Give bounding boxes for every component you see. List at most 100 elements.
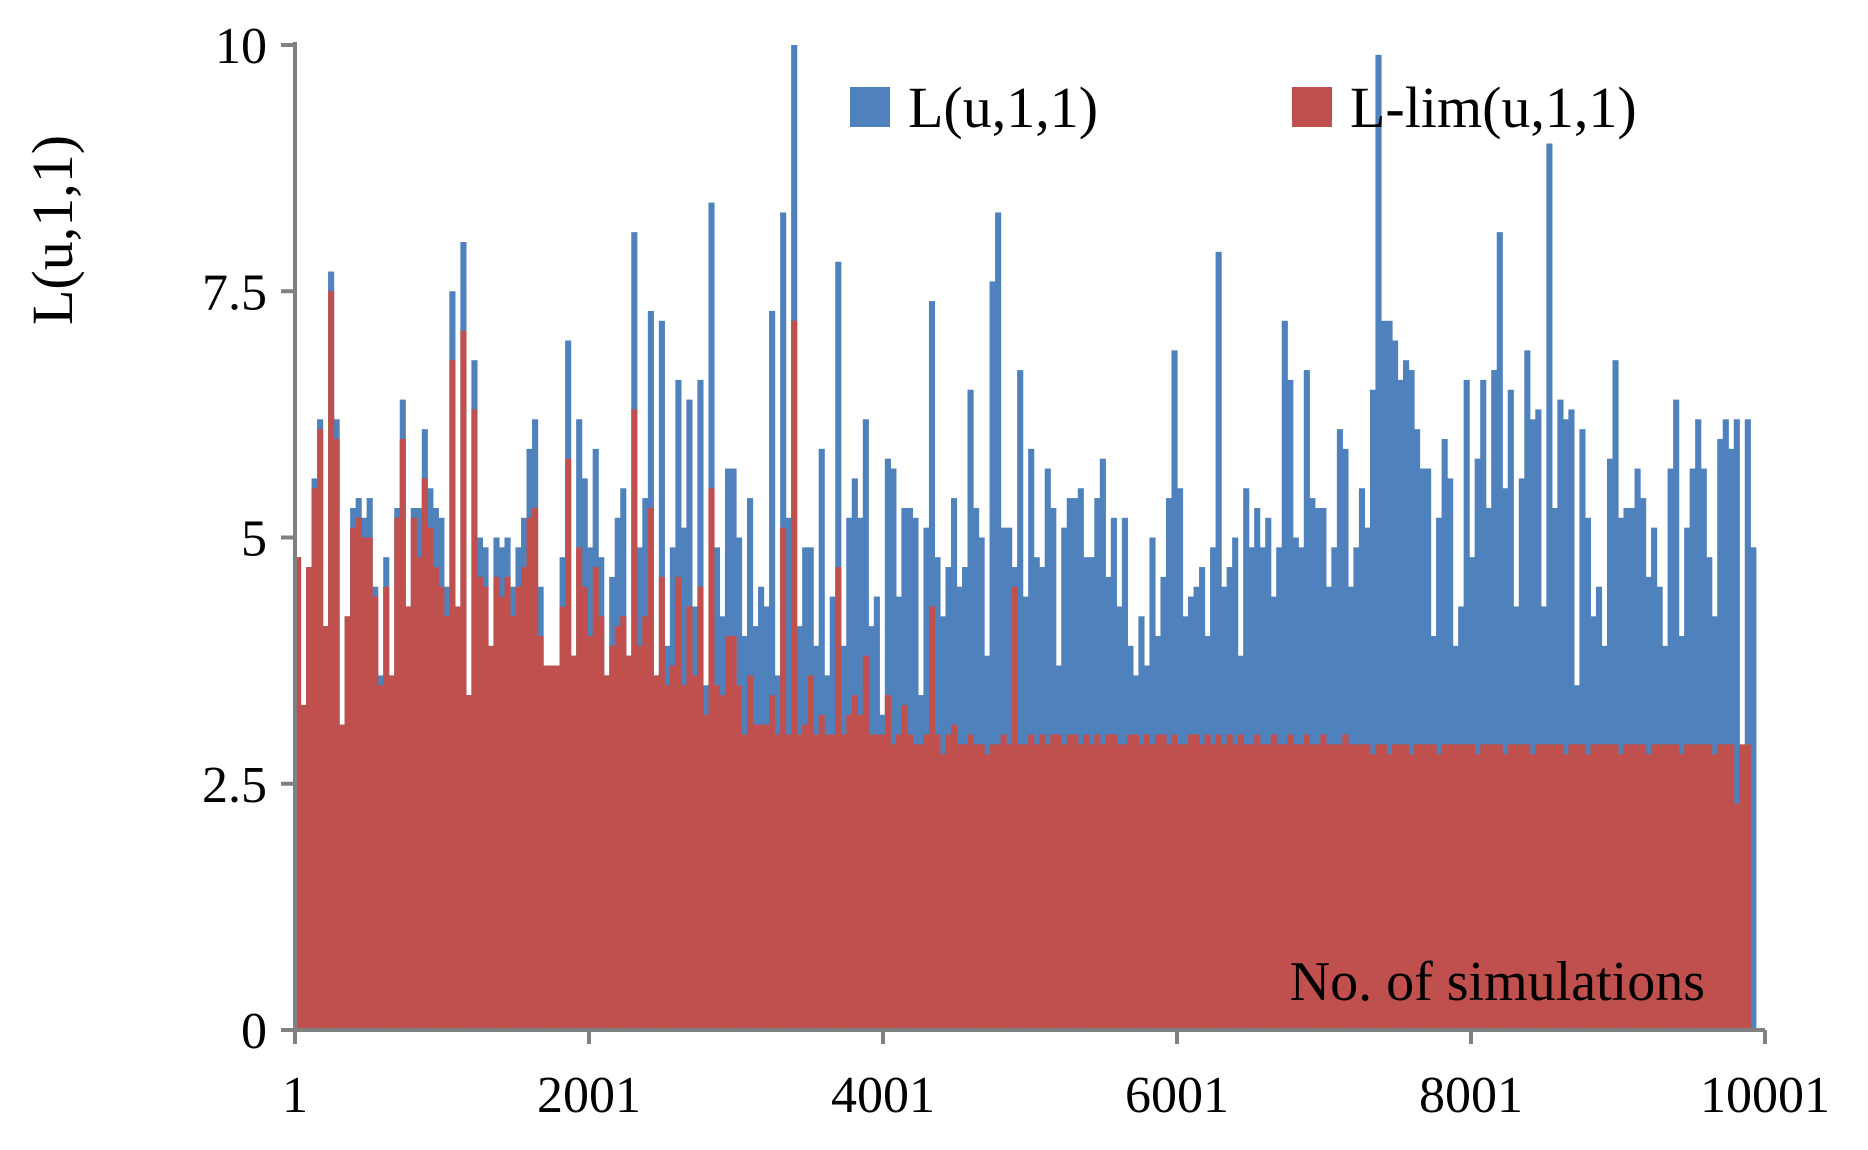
bar-l-lim: [1645, 754, 1652, 1030]
bar-l-lim: [1695, 744, 1702, 1030]
bar-l-lim: [1667, 744, 1674, 1030]
bar-l-lim: [1364, 744, 1371, 1030]
bar-l-lim: [509, 616, 517, 1030]
bar-l-lim: [1673, 744, 1680, 1030]
bar-l-lim: [559, 606, 566, 1030]
bar-l-lim: [917, 744, 925, 1030]
bar-l-lim: [642, 616, 649, 1030]
bar-l: [1414, 429, 1421, 1030]
bar-l-lim: [1055, 734, 1062, 1030]
bar-l-lim: [1072, 734, 1079, 1030]
bar-l-lim: [1436, 754, 1443, 1030]
bar-l: [1717, 439, 1724, 1030]
bar-l-lim: [333, 439, 340, 1030]
bar-l-lim: [962, 744, 969, 1030]
bar-l-lim: [487, 645, 495, 1030]
bar-l-lim: [614, 626, 621, 1030]
bar-l-lim: [1254, 734, 1261, 1030]
bar-l-lim: [1292, 744, 1299, 1030]
bar-l: [1728, 448, 1735, 1031]
bar-l-lim: [680, 685, 687, 1030]
bar-l-lim: [1160, 734, 1167, 1030]
bar-l-lim: [300, 704, 307, 1030]
bar-l: [1369, 389, 1377, 1030]
bar-l: [1474, 458, 1481, 1030]
bar-l-lim: [934, 734, 941, 1030]
bar-l-lim: [862, 655, 869, 1030]
bar-l-lim: [1265, 744, 1272, 1030]
bar-l: [1535, 409, 1542, 1030]
bar-l-lim: [1513, 744, 1520, 1030]
bar-l-lim: [890, 744, 897, 1030]
bar-l-lim: [1744, 744, 1751, 1030]
bar-l-lim: [1309, 744, 1316, 1030]
bar-l-lim: [1546, 744, 1553, 1030]
bar-l-lim: [399, 439, 406, 1030]
bar-l-lim: [1110, 734, 1117, 1030]
bar-l-lim: [1347, 744, 1354, 1030]
bar-l-lim: [1689, 744, 1696, 1030]
x-tick-label: 6001: [1125, 1067, 1229, 1124]
bar-l-lim: [1033, 744, 1040, 1030]
bar-l: [1524, 350, 1531, 1031]
bar-l: [1375, 54, 1382, 1031]
bar-l-lim: [504, 576, 511, 1030]
y-tick-label: 2.5: [202, 757, 267, 814]
bar-l-lim: [1629, 744, 1636, 1030]
bar-l-lim: [587, 636, 594, 1030]
bar-l-lim: [1066, 734, 1073, 1030]
bar-l: [1546, 143, 1553, 1030]
bar-l: [1673, 399, 1680, 1031]
bar-l-lim: [625, 655, 632, 1030]
bar-l-lim: [322, 626, 329, 1030]
bar-l-lim: [1419, 744, 1426, 1030]
bar-l: [1336, 429, 1343, 1030]
bar-l: [1281, 320, 1288, 1030]
bar-l-lim: [526, 517, 533, 1030]
bar-l-lim: [306, 567, 313, 1030]
bar-l-lim: [1017, 744, 1024, 1030]
bar-l-lim: [824, 734, 831, 1030]
bar-l-lim: [1375, 744, 1382, 1030]
bar-l-lim: [1584, 754, 1592, 1030]
bar-l-lim: [1590, 744, 1597, 1030]
bar-l-lim: [1573, 744, 1581, 1030]
bar-l-lim: [421, 478, 428, 1030]
legend-swatch-l: [850, 87, 890, 127]
bar-l-lim: [669, 665, 676, 1030]
bar-l-lim: [1215, 734, 1222, 1030]
bar-l-lim: [1083, 734, 1090, 1030]
bar-l-lim: [603, 675, 610, 1030]
y-tick-label: 5: [241, 511, 267, 568]
bar-l-lim: [570, 655, 577, 1030]
bar-l-lim: [1199, 744, 1206, 1030]
bar-l-lim: [1303, 734, 1310, 1030]
bar-l-lim: [1248, 744, 1255, 1030]
bar-l-lim: [653, 675, 660, 1030]
bar-l-lim: [1684, 744, 1691, 1030]
bar-l-lim: [1325, 744, 1332, 1030]
bar-l-lim: [675, 576, 682, 1030]
legend: L(u,1,1) L-lim(u,1,1): [850, 75, 1637, 140]
bar-l-lim: [1507, 744, 1514, 1030]
bar-l: [989, 281, 996, 1030]
x-tick-label: 4001: [831, 1067, 935, 1124]
bar-l-lim: [1579, 744, 1586, 1030]
bar-l-lim: [873, 734, 880, 1030]
bar-l-lim: [1221, 744, 1228, 1030]
bar-l-lim: [752, 724, 759, 1030]
bar-l-lim: [1717, 744, 1724, 1030]
bar-l: [1441, 439, 1448, 1030]
bar-l-lim: [967, 734, 974, 1030]
bar-l-lim: [1336, 744, 1343, 1030]
bar-l-lim: [548, 665, 555, 1030]
bar-l-lim: [361, 537, 368, 1030]
bar-l-lim: [1011, 586, 1018, 1030]
bar-l-lim: [405, 606, 412, 1030]
bar-l-lim: [1259, 744, 1266, 1030]
bar-l-lim: [1403, 744, 1410, 1030]
bar-l-lim: [945, 734, 952, 1030]
bar-l-lim: [978, 744, 985, 1030]
bar-l-lim: [1678, 754, 1685, 1030]
bar-l: [967, 389, 974, 1030]
